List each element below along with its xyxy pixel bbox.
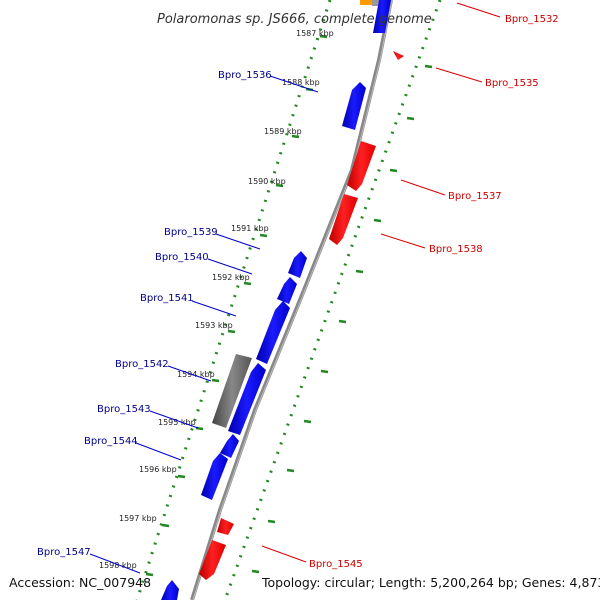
kbp-label: 1588 kbp	[282, 78, 320, 87]
gene-bpro-1544-small-arrow[interactable]	[220, 434, 239, 458]
backbone-line	[190, 0, 393, 600]
gene-label-bpro-1538[interactable]: Bpro_1538	[429, 244, 483, 255]
forward-genes	[161, 82, 366, 600]
top-partial-features	[360, 0, 391, 33]
gene-label-bpro-1547[interactable]: Bpro_1547	[37, 547, 91, 558]
gene-label-bpro-1539[interactable]: Bpro_1539	[164, 227, 218, 238]
kbp-label: 1597 kbp	[119, 514, 157, 523]
kbp-label: 1593 kbp	[195, 321, 233, 330]
kbp-labels: 1587 kbp 1588 kbp 1589 kbp 1590 kbp 1591…	[99, 29, 334, 570]
kbp-label: 1587 kbp	[296, 29, 334, 38]
gene-label-bpro-1544[interactable]: Bpro_1544	[84, 436, 138, 447]
gene-label-bpro-1541[interactable]: Bpro_1541	[140, 293, 194, 304]
blue-top-gene[interactable]	[373, 0, 391, 33]
outer-major-ticks	[251, 64, 433, 574]
kbp-label: 1598 kbp	[99, 561, 137, 570]
gene-bpro-1547-arrow[interactable]	[161, 580, 179, 600]
topology-summary: Topology: circular; Length: 5,200,264 bp…	[261, 575, 600, 590]
gray-top-feature	[372, 0, 379, 6]
gene-bpro-1541-arrow[interactable]	[256, 301, 290, 364]
kbp-label: 1596 kbp	[139, 465, 177, 474]
backbone-track	[190, 0, 393, 600]
kbp-label: 1589 kbp	[264, 127, 302, 136]
gene-bpro-1540-arrow[interactable]	[277, 277, 297, 304]
gene-bpro-1536-arrow[interactable]	[342, 82, 366, 130]
kbp-label: 1590 kbp	[248, 177, 286, 186]
gene-label-bpro-1545[interactable]: Bpro_1545	[309, 559, 363, 570]
gene-bpro-1544-arrow[interactable]	[201, 453, 228, 500]
gene-bpro-1542-block[interactable]	[212, 354, 252, 428]
gene-label-bpro-1537[interactable]: Bpro_1537	[448, 191, 502, 202]
gene-label-bpro-1535[interactable]: Bpro_1535	[485, 78, 539, 89]
gene-bpro-1539-arrow[interactable]	[288, 251, 307, 278]
kbp-label: 1594 kbp	[177, 370, 215, 379]
reverse-genes	[199, 51, 404, 580]
gene-bpro-1545-arrow[interactable]	[199, 540, 226, 580]
gene-label-bpro-1532[interactable]: Bpro_1532	[505, 14, 559, 25]
gene-label-bpro-1542[interactable]: Bpro_1542	[115, 359, 169, 370]
gene-bpro-1537-arrow[interactable]	[347, 141, 376, 191]
gene-label-bpro-1536[interactable]: Bpro_1536	[218, 70, 272, 81]
kbp-label: 1591 kbp	[231, 224, 269, 233]
gene-label-bpro-1540[interactable]: Bpro_1540	[155, 252, 209, 263]
forward-gene-labels: Bpro_1536 Bpro_1539 Bpro_1540 Bpro_1541 …	[37, 70, 272, 558]
reverse-gene-labels: Bpro_1532 Bpro_1535 Bpro_1537 Bpro_1538 …	[309, 14, 559, 570]
gene-label-bpro-1543[interactable]: Bpro_1543	[97, 404, 151, 415]
kbp-label: 1592 kbp	[212, 273, 250, 282]
accession-text: Accession: NC_007948	[9, 575, 151, 590]
backbone-highlight	[192, 0, 393, 600]
gene-bpro-1543-arrow[interactable]	[228, 363, 266, 435]
leader-lines-forward	[89, 75, 319, 574]
leader-lines-reverse	[261, 2, 501, 563]
kbp-label: 1595 kbp	[158, 418, 196, 427]
orange-feature	[360, 0, 372, 5]
gene-bpro-1545-small-arrow[interactable]	[217, 518, 234, 535]
outer-scale-track	[223, 0, 442, 600]
genome-title: Polaromonas sp. JS666, complete genome	[157, 12, 432, 27]
gene-bpro-1535-arrow[interactable]	[393, 51, 404, 60]
gene-bpro-1538-arrow[interactable]	[329, 194, 358, 245]
